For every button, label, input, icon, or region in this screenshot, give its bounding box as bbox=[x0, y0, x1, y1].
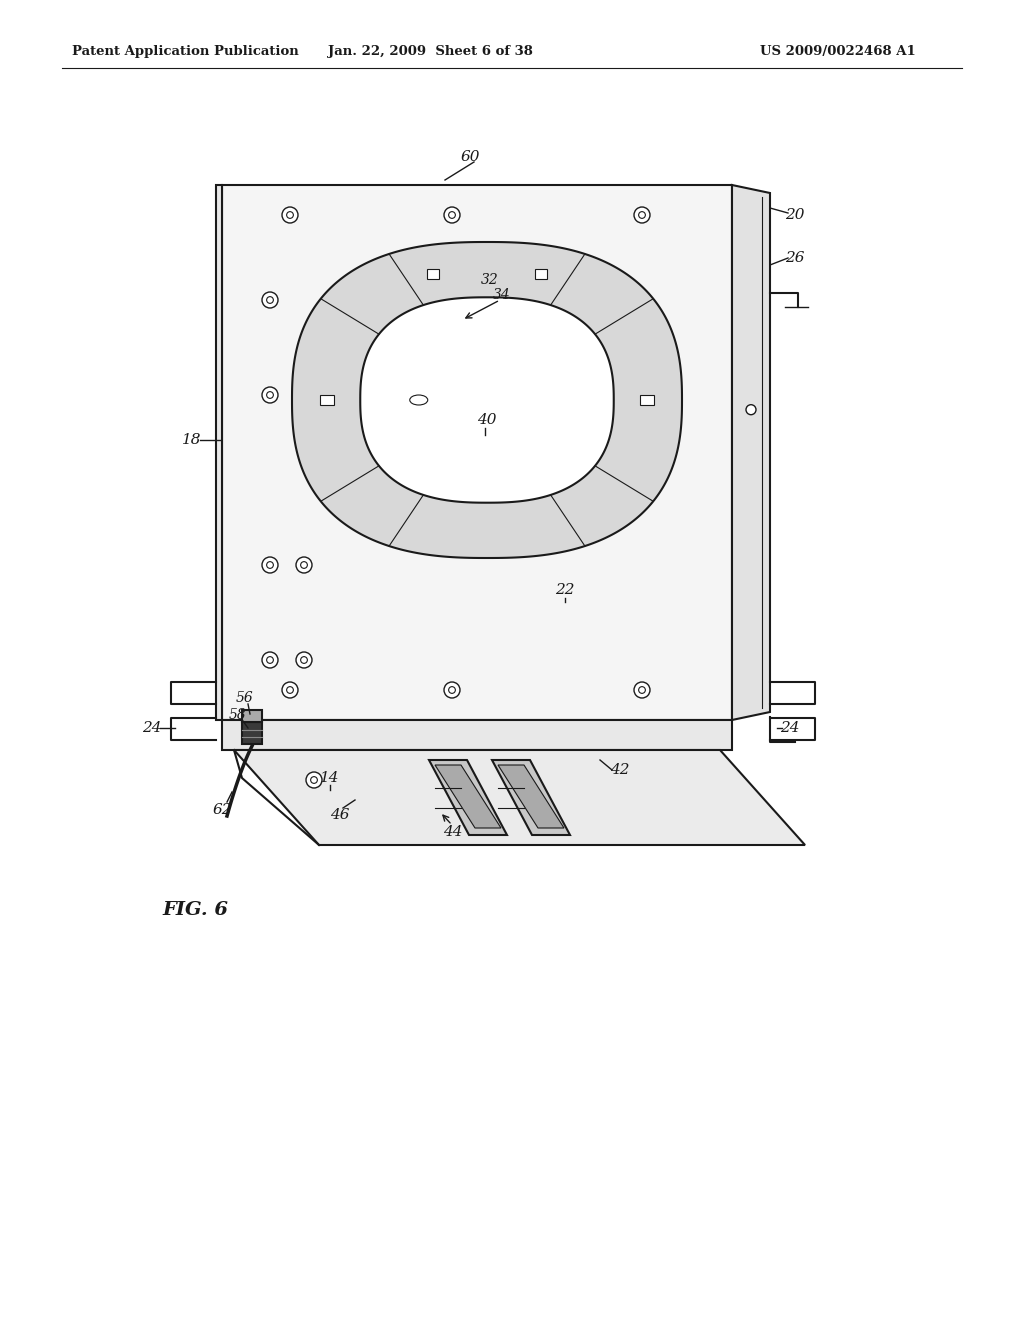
Ellipse shape bbox=[410, 395, 428, 405]
Text: 56: 56 bbox=[237, 690, 254, 705]
Bar bbox=[222, 719, 732, 750]
Circle shape bbox=[262, 557, 278, 573]
Bar bbox=[640, 395, 654, 405]
Bar bbox=[242, 710, 262, 722]
Text: 58: 58 bbox=[229, 708, 247, 722]
Text: 40: 40 bbox=[477, 413, 497, 426]
Circle shape bbox=[262, 652, 278, 668]
Circle shape bbox=[282, 682, 298, 698]
Polygon shape bbox=[492, 760, 570, 836]
Polygon shape bbox=[429, 760, 507, 836]
Circle shape bbox=[287, 211, 293, 218]
Bar bbox=[216, 185, 222, 719]
Circle shape bbox=[449, 686, 456, 693]
Text: 14: 14 bbox=[321, 771, 340, 785]
Text: Jan. 22, 2009  Sheet 6 of 38: Jan. 22, 2009 Sheet 6 of 38 bbox=[328, 45, 532, 58]
Text: 26: 26 bbox=[785, 251, 805, 265]
Circle shape bbox=[639, 686, 645, 693]
Text: 62: 62 bbox=[212, 803, 231, 817]
Circle shape bbox=[296, 557, 312, 573]
Circle shape bbox=[266, 297, 273, 304]
Polygon shape bbox=[732, 185, 770, 719]
Circle shape bbox=[266, 656, 273, 664]
Polygon shape bbox=[234, 750, 805, 845]
Text: 22: 22 bbox=[555, 583, 574, 597]
Circle shape bbox=[287, 686, 293, 693]
Text: Patent Application Publication: Patent Application Publication bbox=[72, 45, 299, 58]
Bar bbox=[427, 269, 438, 279]
Circle shape bbox=[449, 211, 456, 218]
Circle shape bbox=[634, 207, 650, 223]
Circle shape bbox=[296, 652, 312, 668]
Text: 44: 44 bbox=[443, 825, 463, 840]
Circle shape bbox=[266, 392, 273, 399]
Text: 42: 42 bbox=[610, 763, 630, 777]
Polygon shape bbox=[498, 766, 564, 828]
Circle shape bbox=[444, 207, 460, 223]
Circle shape bbox=[306, 772, 322, 788]
Text: 46: 46 bbox=[331, 808, 350, 822]
Text: 60: 60 bbox=[460, 150, 480, 164]
Circle shape bbox=[639, 211, 645, 218]
Circle shape bbox=[301, 561, 307, 569]
Bar bbox=[321, 395, 334, 405]
Text: 34: 34 bbox=[494, 288, 511, 302]
Text: FIG. 6: FIG. 6 bbox=[162, 902, 228, 919]
Circle shape bbox=[444, 682, 460, 698]
Polygon shape bbox=[360, 297, 613, 503]
Circle shape bbox=[266, 561, 273, 569]
Circle shape bbox=[262, 292, 278, 308]
Circle shape bbox=[262, 387, 278, 403]
Bar bbox=[222, 185, 732, 719]
Text: 32: 32 bbox=[481, 273, 499, 286]
Polygon shape bbox=[435, 766, 501, 828]
Polygon shape bbox=[292, 242, 682, 558]
Bar bbox=[242, 722, 262, 744]
Circle shape bbox=[310, 776, 317, 783]
Text: 18: 18 bbox=[182, 433, 202, 447]
Text: 24: 24 bbox=[780, 721, 800, 735]
Text: 20: 20 bbox=[785, 209, 805, 222]
Text: 24: 24 bbox=[142, 721, 162, 735]
Circle shape bbox=[282, 207, 298, 223]
Text: US 2009/0022468 A1: US 2009/0022468 A1 bbox=[760, 45, 915, 58]
Circle shape bbox=[301, 656, 307, 664]
Bar bbox=[536, 269, 547, 279]
Circle shape bbox=[746, 405, 756, 414]
Circle shape bbox=[634, 682, 650, 698]
